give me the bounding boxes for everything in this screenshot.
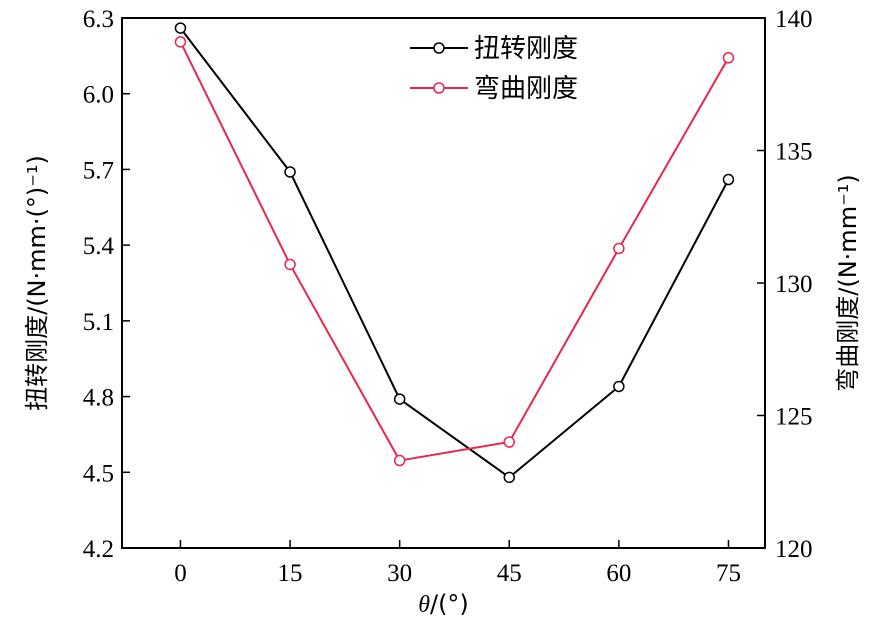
legend-item: 扭转刚度	[410, 34, 578, 64]
data-point	[284, 258, 296, 271]
x-axis-label-unit: /(°)	[430, 590, 469, 618]
x-axis-label: θ/(°)	[418, 590, 469, 618]
left-tick-label: 5.1	[83, 309, 114, 336]
x-tick-label: 30	[387, 560, 412, 587]
left-tick-label: 4.5	[83, 460, 114, 487]
x-tick-label: 60	[606, 560, 631, 587]
x-tick-label: 75	[716, 560, 741, 587]
data-point	[393, 393, 406, 405]
x-axis-ticks: 0 15 30 45 60 75	[174, 540, 741, 587]
left-tick-label: 5.7	[83, 157, 114, 184]
data-point	[393, 454, 406, 467]
x-tick-label: 15	[278, 560, 303, 587]
legend-marker	[433, 82, 445, 94]
legend-marker	[433, 42, 445, 54]
x-tick-label: 45	[497, 560, 522, 587]
left-y-axis-ticks: 4.2 4.5 4.8 5.1 5.4 5.7 6.0 6.3	[83, 6, 130, 563]
legend-item: 弯曲刚度	[410, 74, 578, 104]
right-y-axis-ticks: 120 125 130 135 140	[757, 6, 813, 563]
data-point	[613, 242, 625, 255]
right-y-axis-label: 弯曲刚度/(N·mm⁻¹)	[834, 174, 862, 391]
right-tick-label: 120	[775, 536, 813, 563]
right-tick-label: 135	[775, 139, 813, 166]
right-tick-label: 125	[775, 404, 813, 431]
plot-frame	[121, 17, 766, 549]
data-point	[613, 380, 625, 393]
left-tick-label: 6.3	[83, 6, 114, 33]
data-point	[284, 166, 296, 178]
legend-label: 扭转刚度	[474, 34, 578, 64]
legend-label: 弯曲刚度	[474, 74, 578, 104]
data-point	[722, 173, 735, 186]
data-point	[503, 436, 516, 448]
series-line	[179, 41, 730, 462]
series-2	[174, 36, 735, 467]
data-point	[174, 22, 187, 34]
x-axis-label-symbol: θ	[418, 592, 430, 618]
right-tick-label: 130	[775, 271, 813, 298]
data-point	[722, 52, 735, 64]
data-point	[174, 36, 187, 48]
data-point	[503, 471, 516, 484]
series-line	[179, 27, 730, 479]
series-layer	[174, 22, 735, 484]
left-tick-label: 4.2	[83, 536, 114, 563]
right-tick-label: 140	[775, 6, 813, 33]
left-tick-label: 5.4	[83, 233, 115, 260]
left-tick-label: 6.0	[83, 82, 114, 109]
x-tick-label: 0	[174, 560, 187, 587]
series-1	[174, 22, 735, 484]
left-tick-label: 4.8	[83, 385, 114, 412]
left-y-axis-label: 扭转刚度/(N·mm·(°)⁻¹)	[23, 155, 51, 411]
axes-frame	[121, 17, 766, 549]
